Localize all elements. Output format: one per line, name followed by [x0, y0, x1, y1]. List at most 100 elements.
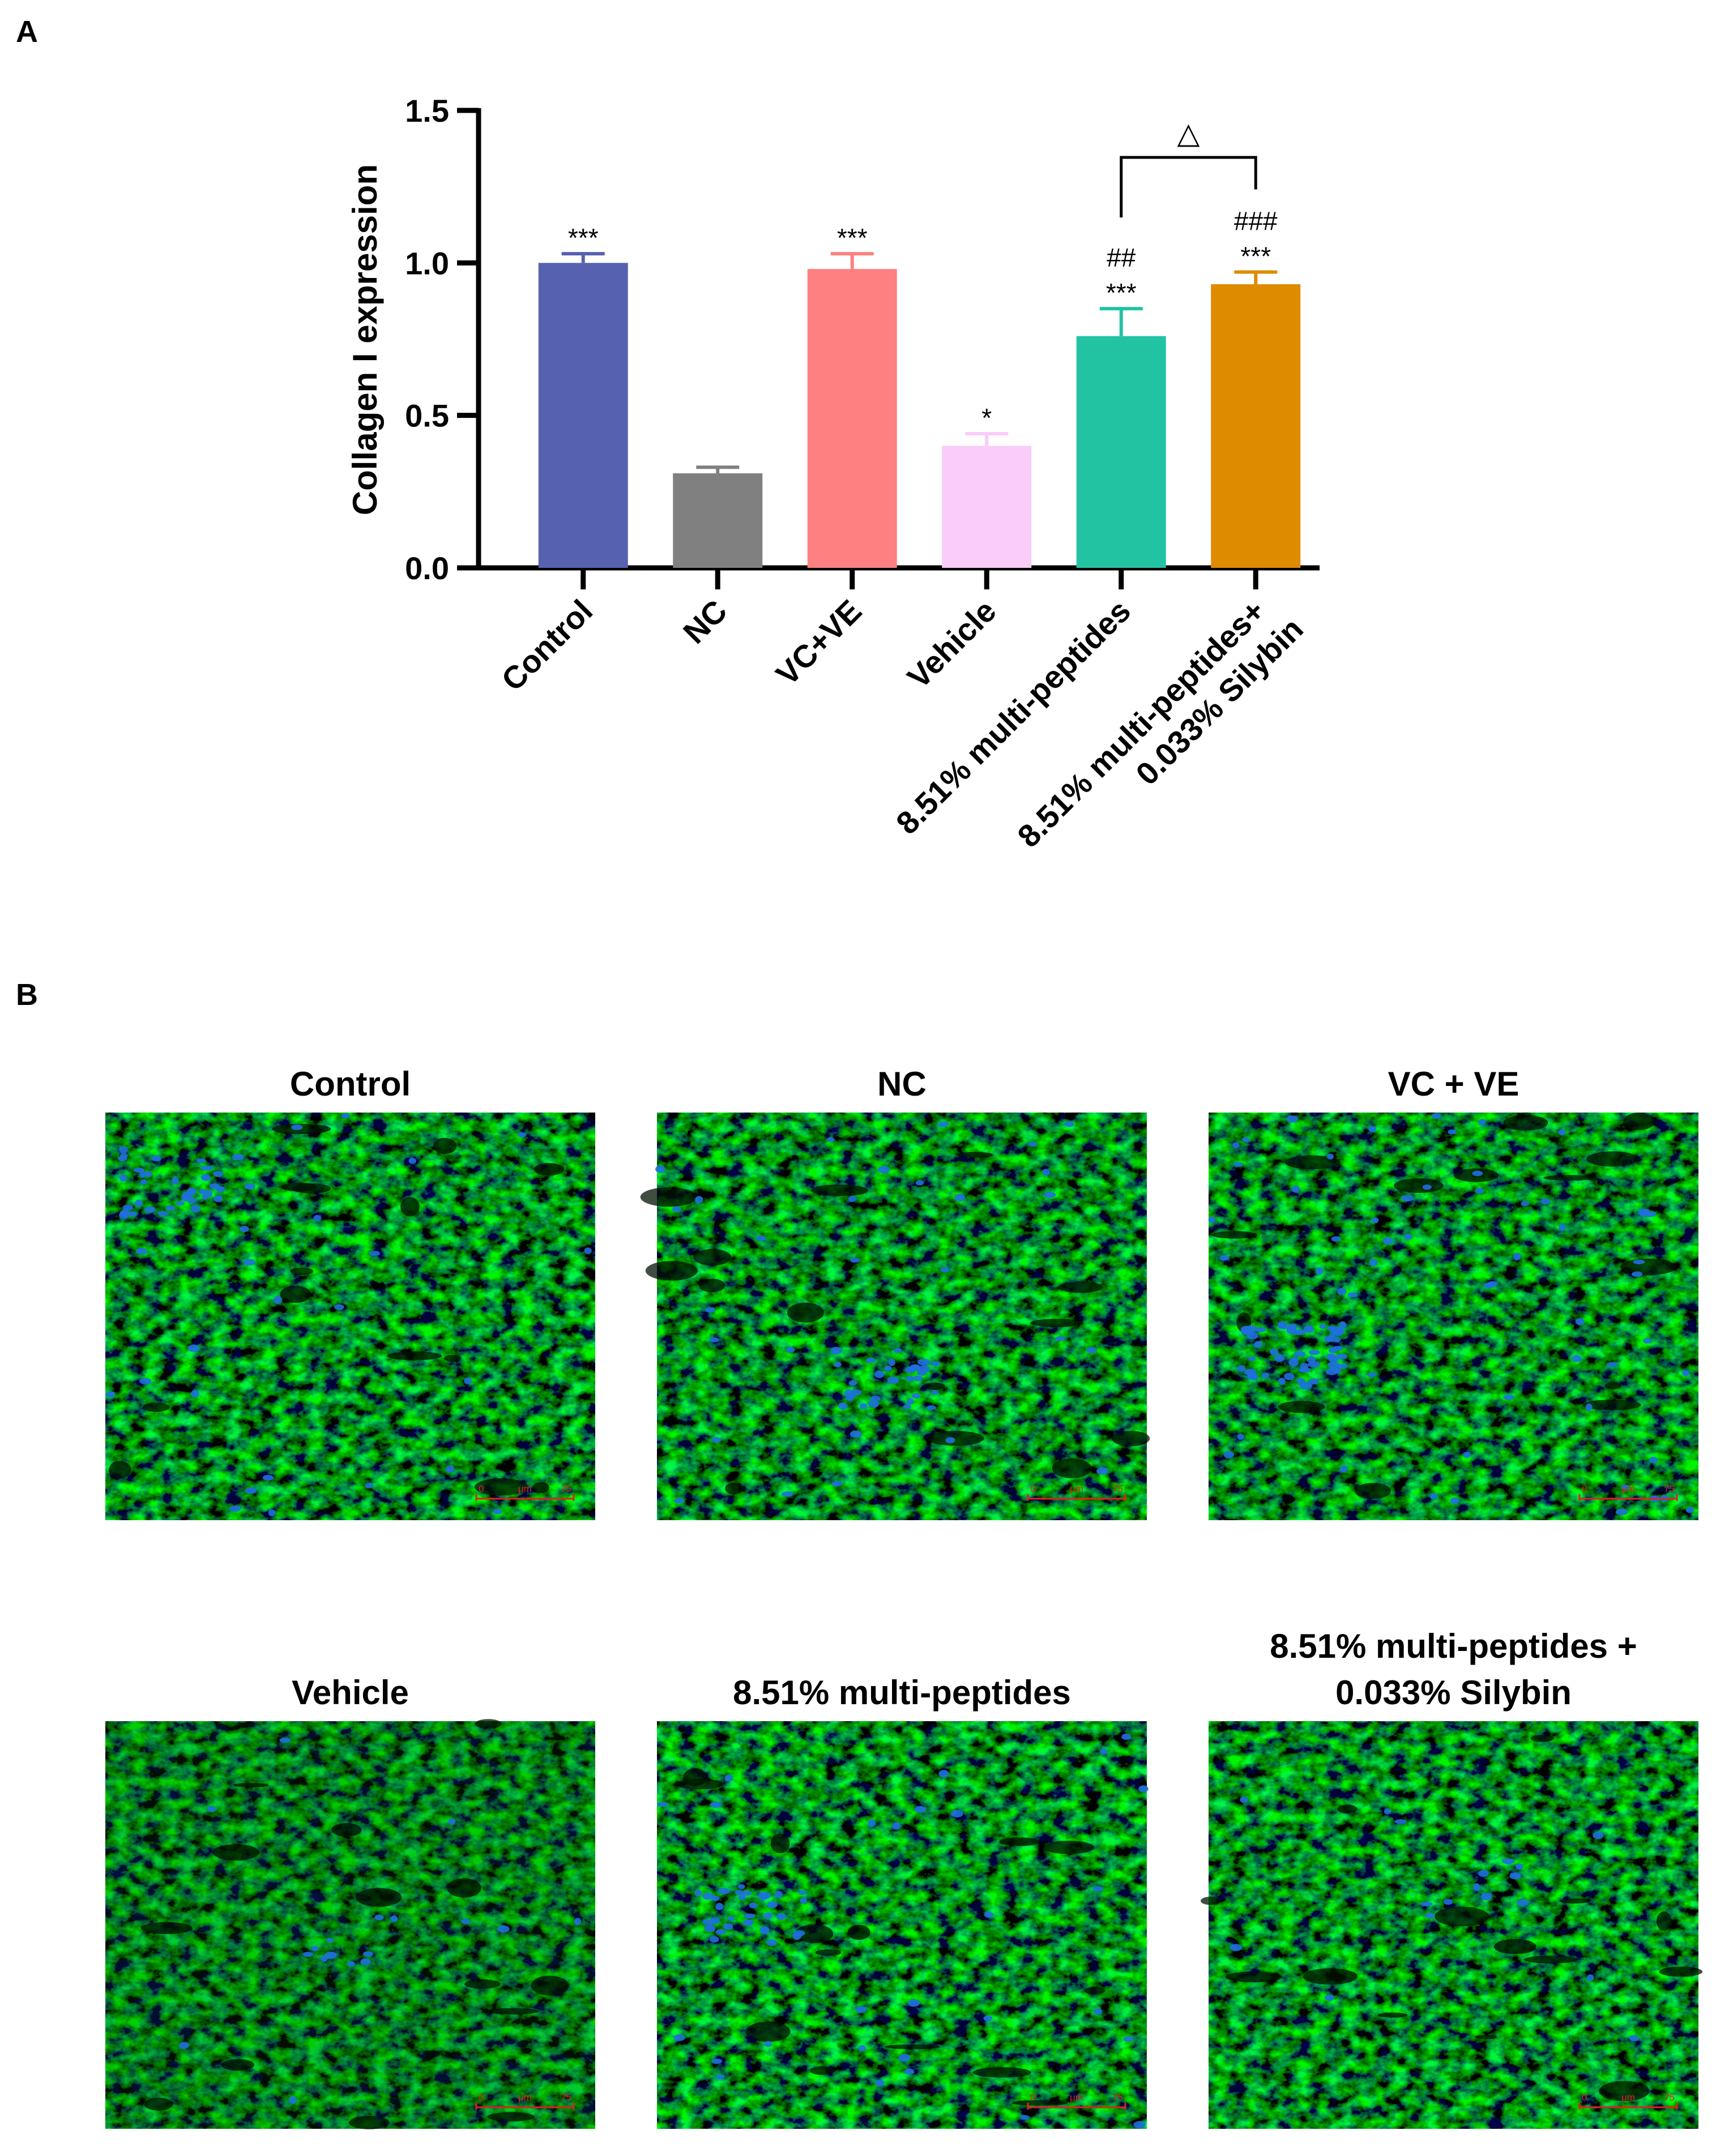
- significance-marker: ***: [1240, 241, 1271, 271]
- nucleus: [1475, 1188, 1484, 1194]
- nucleus: [1208, 1216, 1216, 1224]
- nucleus: [461, 1918, 470, 1924]
- nucleus: [727, 1916, 735, 1921]
- scale-bar-label: 75: [1664, 1483, 1675, 1494]
- nucleus: [1572, 1355, 1582, 1362]
- tissue-gap: [1623, 1113, 1655, 1130]
- nucleus: [940, 1267, 950, 1273]
- nucleus: [1401, 1195, 1414, 1202]
- nucleus: [702, 1893, 714, 1900]
- nucleus: [764, 2040, 772, 2047]
- tissue-gap: [923, 1382, 945, 1390]
- nucleus: [799, 1890, 806, 1895]
- nucleus: [1575, 1318, 1585, 1325]
- nucleus: [1278, 1378, 1286, 1385]
- nucleus: [274, 1296, 282, 1304]
- nucleus: [1324, 1336, 1335, 1342]
- nucleus: [1247, 1374, 1257, 1380]
- nucleus: [938, 1122, 949, 1127]
- nucleus: [1328, 1355, 1338, 1363]
- nucleus: [1327, 1361, 1339, 1368]
- x-tick-label-line: VC+VE: [769, 593, 869, 692]
- nucleus: [709, 1936, 719, 1943]
- nucleus: [903, 1404, 912, 1409]
- nucleus: [1339, 1321, 1347, 1329]
- nucleus: [1241, 1137, 1250, 1143]
- nucleus: [1096, 1467, 1108, 1475]
- nucleus: [774, 1890, 783, 1898]
- nucleus: [1367, 1372, 1376, 1378]
- bar: [807, 269, 897, 568]
- nucleus: [672, 1206, 681, 1212]
- tissue-gap: [1599, 2081, 1650, 2102]
- significance-marker: ***: [568, 223, 599, 253]
- nucleus: [1425, 1913, 1436, 1919]
- y-tick-label: 0.5: [405, 398, 449, 434]
- micrograph-title: Vehicle: [292, 1674, 409, 1712]
- tissue-gap: [1475, 2034, 1497, 2039]
- nucleus: [906, 1375, 914, 1381]
- nucleus: [584, 1247, 592, 1254]
- nucleus: [1422, 1184, 1432, 1190]
- nucleus: [1287, 1325, 1297, 1331]
- micrograph-title: NC: [877, 1065, 927, 1103]
- nucleus: [1241, 1329, 1248, 1335]
- nucleus: [1585, 1403, 1593, 1411]
- nucleus: [1429, 1493, 1437, 1500]
- nucleus: [1284, 1372, 1295, 1380]
- nucleus: [334, 1304, 344, 1310]
- scale-bar-label: μm: [518, 2092, 532, 2103]
- y-tick-label: 1.0: [405, 245, 449, 281]
- tissue-gap: [212, 1844, 259, 1861]
- nucleus: [1308, 1350, 1320, 1355]
- nucleus: [954, 1194, 966, 1201]
- nucleus: [1055, 1336, 1065, 1341]
- nucleus: [673, 2034, 685, 2041]
- x-tick-label: NC: [676, 593, 734, 651]
- nucleus: [1593, 1831, 1604, 1840]
- nucleus: [907, 1999, 920, 2007]
- nucleus: [1337, 1364, 1348, 1369]
- tissue-gap: [109, 1461, 131, 1479]
- nucleus: [1368, 1126, 1376, 1132]
- nucleus: [1299, 1382, 1312, 1390]
- nucleus: [214, 1195, 223, 1203]
- tissue-gap: [885, 2044, 941, 2050]
- tissue-gap: [745, 2021, 791, 2042]
- nucleus: [718, 1888, 730, 1894]
- micrograph-panel: NC 0 μm 75: [640, 1065, 1150, 1520]
- nucleus: [347, 1961, 355, 1966]
- nucleus: [232, 1153, 244, 1161]
- bracket-label: △: [1177, 117, 1200, 150]
- nucleus: [931, 1389, 938, 1395]
- nucleus: [1121, 1734, 1132, 1740]
- nucleus: [1232, 1142, 1240, 1148]
- nucleus: [1337, 1287, 1347, 1295]
- nucleus: [850, 1257, 860, 1263]
- nucleus: [1331, 1236, 1341, 1242]
- tissue-gap: [1201, 1897, 1221, 1905]
- tissue-gap: [475, 1719, 502, 1729]
- nucleus: [1420, 1901, 1433, 1906]
- scale-bar-label: μm: [518, 1483, 532, 1494]
- tissue-gap: [1620, 1258, 1677, 1276]
- scale-bar-label: 0: [1582, 2092, 1587, 2103]
- tissue-gap: [475, 1478, 528, 1496]
- tissue-gap: [958, 1152, 993, 1158]
- nucleus: [517, 1132, 527, 1138]
- x-tick-label: VC+VE: [769, 593, 869, 692]
- nucleus: [313, 1214, 322, 1221]
- nucleus: [279, 1738, 291, 1743]
- nucleus: [711, 2058, 722, 2064]
- nucleus: [830, 1346, 842, 1355]
- nucleus: [302, 1952, 313, 1957]
- nucleus: [1521, 1201, 1530, 1207]
- nucleus: [176, 1201, 185, 1206]
- nucleus: [1517, 1899, 1529, 1906]
- significance-marker: ***: [837, 223, 868, 253]
- tissue-gap: [1011, 2100, 1068, 2106]
- nucleus: [245, 1487, 257, 1494]
- nucleus: [1237, 1365, 1246, 1372]
- nucleus: [1237, 1434, 1244, 1440]
